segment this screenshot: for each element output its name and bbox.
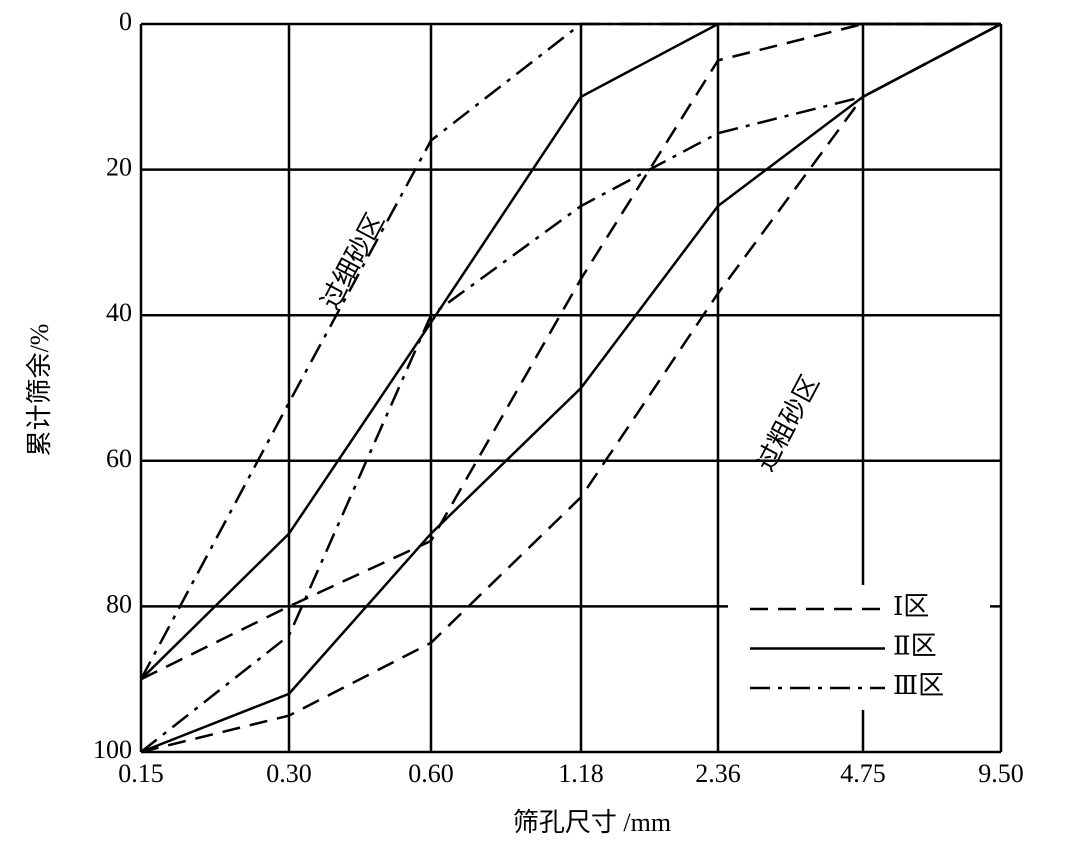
curve: [140, 22, 1001, 681]
curve: [140, 22, 1002, 753]
x-tick-label: 0.15: [118, 759, 164, 788]
x-tick-label: 4.75: [840, 759, 886, 788]
y-tick-label: 0: [119, 7, 132, 36]
annotation: 过细砂区: [316, 208, 390, 313]
x-tick-label: 0.30: [266, 759, 312, 788]
y-axis-label: 累计筛余/%: [25, 324, 54, 457]
y-tick-label: 60: [106, 444, 132, 473]
y-tick-label: 40: [106, 298, 132, 327]
y-tick-label: 100: [93, 735, 132, 764]
curve: [139, 22, 1001, 680]
x-tick-label: 9.50: [978, 759, 1024, 788]
y-tick-label: 20: [106, 153, 132, 182]
x-axis-label: 筛孔尺寸 /mm: [513, 808, 671, 837]
legend: Ⅰ区 Ⅱ区 Ⅲ区: [728, 585, 990, 710]
legend-label: Ⅱ区: [893, 631, 937, 660]
curve: [140, 22, 1001, 681]
legend-label: Ⅲ区: [893, 671, 944, 700]
x-tick-label: 1.18: [558, 759, 604, 788]
legend-label: Ⅰ区: [893, 592, 929, 621]
x-tick-label: 0.60: [408, 759, 454, 788]
x-tick-label: 2.36: [695, 759, 741, 788]
y-tick-label: 80: [106, 589, 132, 618]
